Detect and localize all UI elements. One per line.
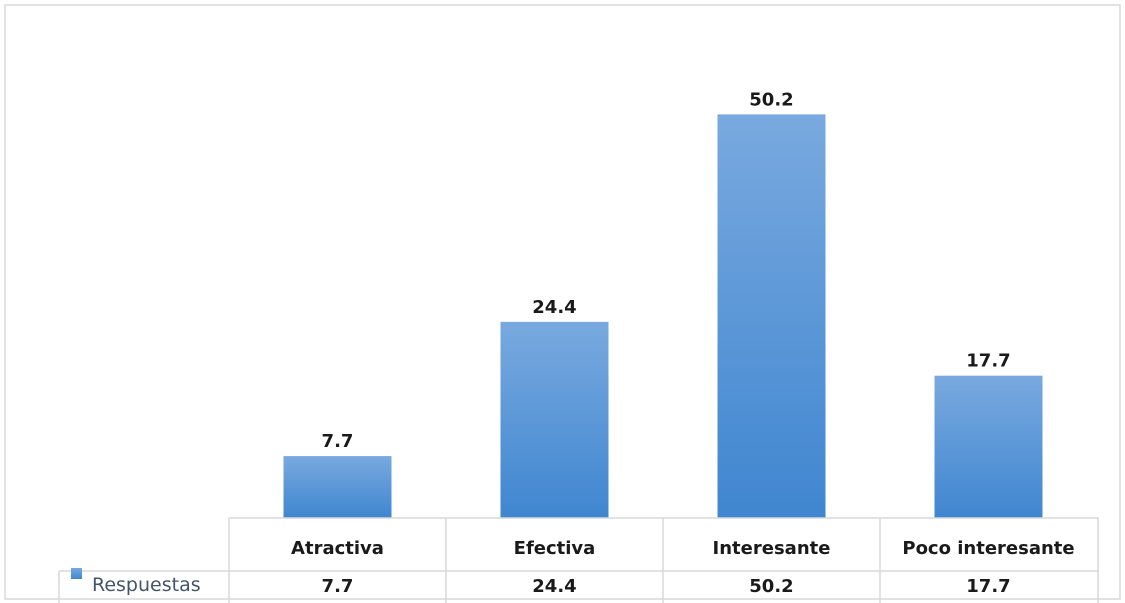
data-label-poco-interesante: 17.7 xyxy=(966,351,1010,372)
data-label-atractiva: 7.7 xyxy=(322,431,354,452)
table-value-poco-interesante: 17.7 xyxy=(966,576,1010,597)
table-values-group: 7.7 24.4 50.2 17.7 xyxy=(322,576,1011,597)
chart-frame xyxy=(4,4,1121,600)
bar-interesante xyxy=(717,114,826,518)
bar-poco-interesante xyxy=(934,375,1043,518)
bar-efectiva xyxy=(500,321,609,518)
data-label-efectiva: 24.4 xyxy=(532,297,576,318)
data-labels-group: 7.7 24.4 50.2 17.7 xyxy=(322,89,1011,452)
table-value-atractiva: 7.7 xyxy=(322,576,354,597)
legend-label: Respuestas xyxy=(92,574,201,596)
bar-atractiva xyxy=(283,456,392,518)
data-table: Respuestas Atractiva Efectiva Interesante P… xyxy=(58,517,1099,603)
category-label-poco-interesante: Poco interesante xyxy=(902,538,1074,559)
legend-swatch xyxy=(71,568,82,579)
category-label-interesante: Interesante xyxy=(713,538,831,559)
bars-group xyxy=(283,114,1043,518)
table-value-interesante: 50.2 xyxy=(749,576,793,597)
category-labels-group: Atractiva Efectiva Interesante Poco interes… xyxy=(291,538,1075,559)
category-label-efectiva: Efectiva xyxy=(514,538,596,559)
table-value-efectiva: 24.4 xyxy=(532,576,576,597)
data-label-interesante: 50.2 xyxy=(749,89,793,110)
category-label-atractiva: Atractiva xyxy=(291,538,384,559)
